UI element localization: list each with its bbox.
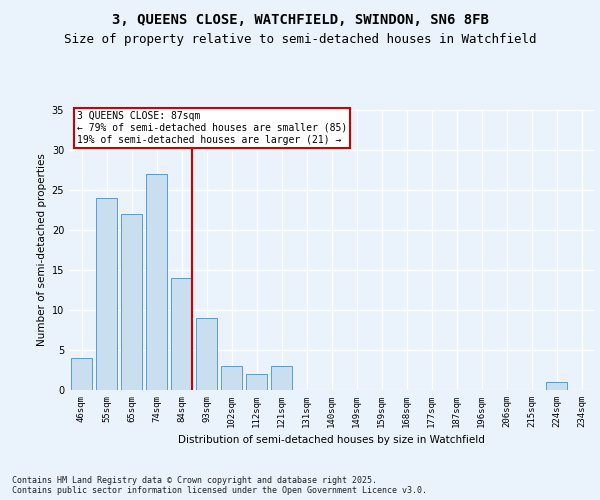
Bar [121,214,142,390]
Bar [246,374,267,390]
Bar [221,366,242,390]
Bar [546,382,567,390]
Y-axis label: Number of semi-detached properties: Number of semi-detached properties [37,154,47,346]
Bar [171,278,192,390]
Text: Size of property relative to semi-detached houses in Watchfield: Size of property relative to semi-detach… [64,32,536,46]
Bar [196,318,217,390]
Text: 3 QUEENS CLOSE: 87sqm
← 79% of semi-detached houses are smaller (85)
19% of semi: 3 QUEENS CLOSE: 87sqm ← 79% of semi-deta… [77,112,347,144]
Bar [146,174,167,390]
Bar [71,358,92,390]
Text: 3, QUEENS CLOSE, WATCHFIELD, SWINDON, SN6 8FB: 3, QUEENS CLOSE, WATCHFIELD, SWINDON, SN… [112,12,488,26]
Text: Contains HM Land Registry data © Crown copyright and database right 2025.
Contai: Contains HM Land Registry data © Crown c… [12,476,427,495]
X-axis label: Distribution of semi-detached houses by size in Watchfield: Distribution of semi-detached houses by … [178,436,485,446]
Bar [271,366,292,390]
Bar [96,198,117,390]
